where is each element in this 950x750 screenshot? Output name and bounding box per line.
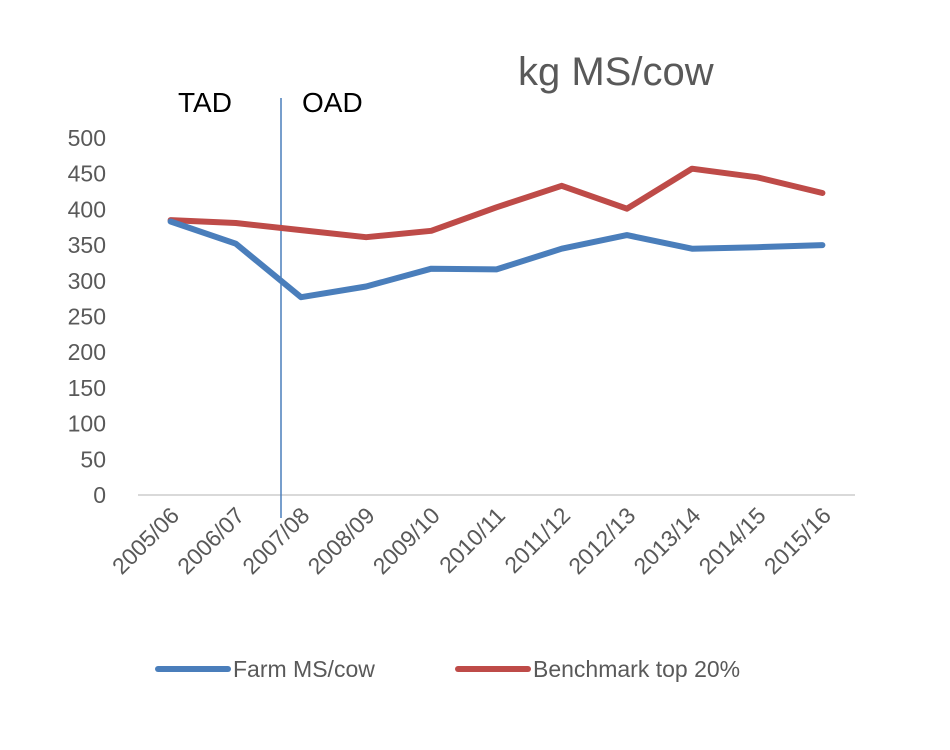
x-tick-label: 2015/16 [759, 502, 836, 579]
legend-label-farm: Farm MS/cow [233, 656, 375, 682]
y-tick-label: 200 [68, 339, 106, 365]
y-tick-label: 400 [68, 196, 106, 222]
chart-title: kg MS/cow [518, 50, 714, 94]
y-tick-label: 150 [68, 375, 106, 401]
series-lines [167, 165, 826, 301]
legend-label-benchmark: Benchmark top 20% [533, 656, 740, 682]
y-tick-label: 250 [68, 304, 106, 330]
y-tick-label: 300 [68, 268, 106, 294]
series-line-farm [167, 218, 826, 301]
y-tick-label: 500 [68, 125, 106, 151]
series-line-benchmark [167, 165, 826, 241]
x-tick-label: 2006/07 [172, 502, 249, 579]
x-tick-label: 2011/12 [499, 502, 575, 578]
legend: Farm MS/cow Benchmark top 20% [155, 656, 740, 682]
y-tick-label: 0 [93, 482, 106, 508]
y-tick-label: 50 [80, 446, 106, 472]
x-tick-label: 2009/10 [368, 502, 445, 579]
x-tick-label: 2012/13 [563, 502, 640, 579]
y-tick-label: 100 [68, 411, 106, 437]
x-tick-label: 2010/11 [434, 502, 510, 578]
oad-label: OAD [302, 87, 363, 118]
x-tick-label: 2013/14 [628, 502, 705, 579]
y-tick-label: 450 [68, 161, 106, 187]
y-axis: 0 50 100 150 200 250 300 350 400 450 500 [68, 125, 106, 508]
y-tick-label: 350 [68, 232, 106, 258]
x-tick-label: 2014/15 [694, 502, 771, 579]
x-tick-label: 2007/08 [237, 502, 314, 579]
x-axis: 2005/062006/072007/082008/092009/102010/… [107, 502, 836, 579]
x-tick-label: 2005/06 [107, 502, 184, 579]
tad-label: TAD [178, 87, 232, 118]
x-tick-label: 2008/09 [302, 502, 379, 579]
